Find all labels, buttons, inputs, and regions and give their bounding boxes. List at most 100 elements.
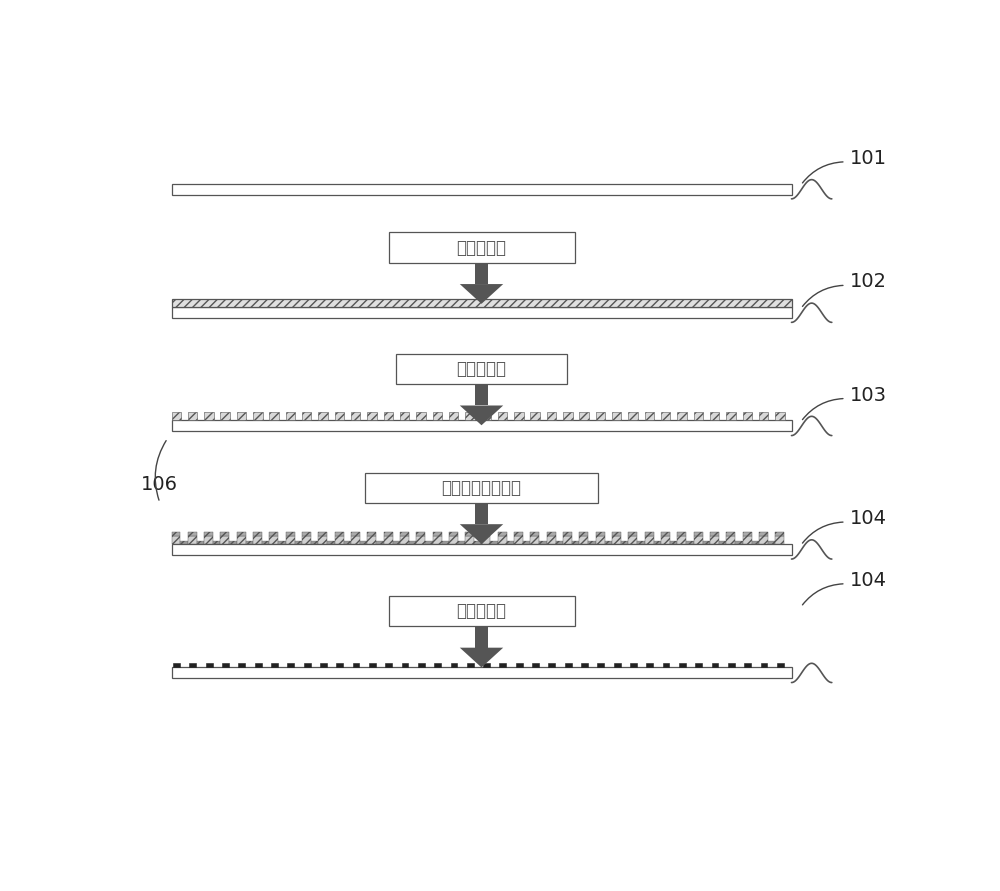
Bar	[336, 663, 343, 667]
Bar	[172, 535, 180, 544]
Bar	[703, 541, 710, 544]
Bar	[449, 535, 458, 544]
Bar	[759, 532, 768, 535]
Text: 106: 106	[140, 475, 178, 494]
Bar	[612, 413, 621, 421]
Text: 旋涂光刻胶: 旋涂光刻胶	[456, 239, 507, 257]
Bar	[645, 532, 654, 535]
Bar	[376, 541, 384, 544]
Bar	[761, 663, 767, 667]
Bar	[759, 535, 768, 544]
Bar	[189, 663, 196, 667]
Bar	[572, 541, 579, 544]
Bar	[172, 667, 792, 678]
Bar	[402, 663, 408, 667]
Bar	[579, 535, 588, 544]
Bar	[710, 532, 719, 535]
Bar	[777, 663, 784, 667]
Bar	[220, 535, 229, 544]
Bar	[467, 663, 474, 667]
Bar	[654, 541, 661, 544]
Bar	[645, 535, 654, 544]
Bar	[269, 535, 278, 544]
Bar	[400, 532, 409, 535]
Bar	[204, 532, 213, 535]
Bar	[384, 532, 393, 535]
Bar	[433, 413, 442, 421]
Bar	[597, 663, 604, 667]
Bar	[482, 535, 490, 544]
Bar	[271, 663, 278, 667]
Bar	[351, 532, 360, 535]
Bar	[548, 663, 555, 667]
Bar	[768, 541, 775, 544]
Polygon shape	[460, 524, 503, 544]
Bar	[661, 532, 670, 535]
Bar	[367, 413, 377, 421]
Bar	[465, 535, 474, 544]
Bar	[498, 413, 507, 421]
Bar	[450, 663, 457, 667]
Bar	[449, 532, 458, 535]
Bar	[645, 413, 654, 421]
Bar	[465, 413, 475, 421]
Bar	[775, 535, 784, 544]
Bar	[646, 663, 653, 667]
Bar	[630, 663, 637, 667]
Bar	[253, 413, 263, 421]
Bar	[286, 532, 295, 535]
Text: 104: 104	[850, 571, 887, 590]
Bar	[694, 532, 703, 535]
Bar	[490, 541, 498, 544]
Bar	[287, 663, 294, 667]
Bar	[367, 535, 376, 544]
Bar	[516, 663, 523, 667]
Text: 曝光、显影: 曝光、显影	[456, 360, 507, 378]
Bar	[172, 184, 792, 195]
Bar	[637, 541, 645, 544]
Bar	[433, 532, 442, 535]
Bar	[677, 413, 687, 421]
Bar	[694, 535, 703, 544]
Bar	[612, 535, 621, 544]
Bar	[759, 413, 768, 421]
Bar	[475, 384, 488, 405]
Bar	[547, 413, 556, 421]
Bar	[302, 532, 311, 535]
Bar	[752, 541, 759, 544]
Bar	[579, 413, 589, 421]
Bar	[388, 596, 574, 626]
Bar	[335, 535, 344, 544]
Bar	[474, 541, 482, 544]
Polygon shape	[460, 648, 503, 667]
Bar	[384, 535, 393, 544]
Bar	[353, 663, 359, 667]
Bar	[628, 413, 638, 421]
Bar	[547, 532, 556, 535]
Bar	[743, 532, 752, 535]
Bar	[302, 535, 311, 544]
Bar	[295, 541, 302, 544]
Bar	[677, 532, 686, 535]
Bar	[661, 535, 670, 544]
Bar	[220, 413, 230, 421]
Bar	[237, 413, 246, 421]
Bar	[670, 541, 677, 544]
Bar	[514, 413, 524, 421]
Bar	[596, 413, 605, 421]
Bar	[442, 541, 449, 544]
Bar	[318, 535, 327, 544]
Bar	[172, 544, 792, 555]
Bar	[695, 663, 702, 667]
Bar	[286, 413, 295, 421]
Bar	[400, 413, 409, 421]
Bar	[425, 541, 433, 544]
Bar	[204, 413, 214, 421]
Bar	[530, 413, 540, 421]
Bar	[563, 413, 573, 421]
Bar	[612, 532, 621, 535]
Bar	[384, 413, 393, 421]
Bar	[523, 541, 530, 544]
Bar	[530, 535, 539, 544]
Bar	[710, 413, 719, 421]
